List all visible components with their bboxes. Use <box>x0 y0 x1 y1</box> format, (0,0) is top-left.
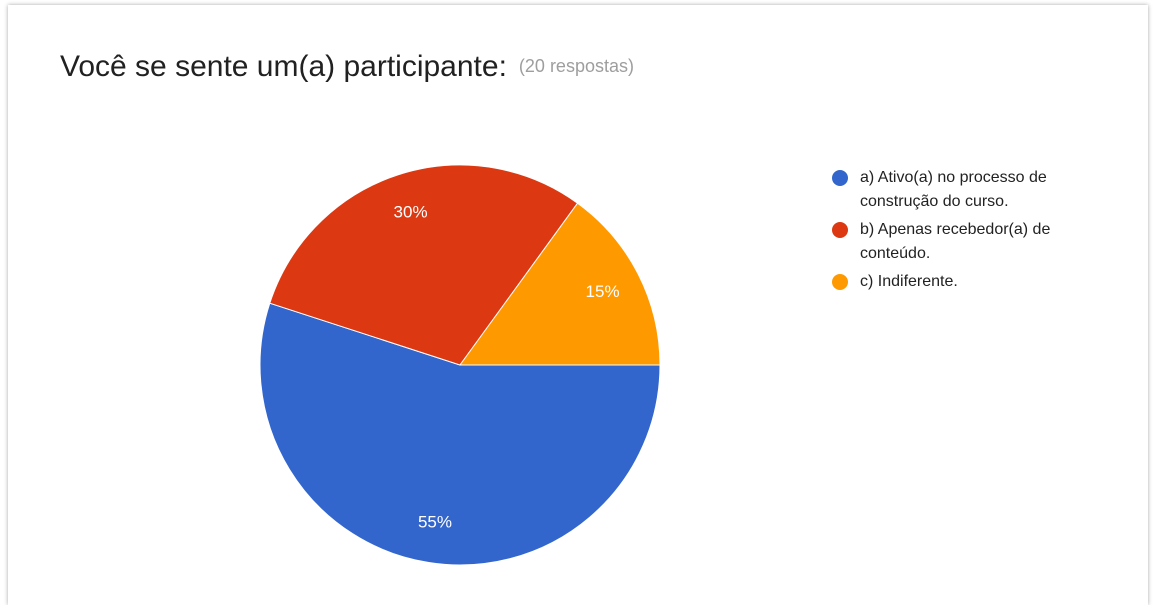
legend-swatch <box>832 274 848 290</box>
legend-swatch <box>832 222 848 238</box>
chart-title: Você se sente um(a) participante: <box>60 50 507 83</box>
slice-label: 15% <box>586 282 620 301</box>
slice-label: 30% <box>394 202 428 221</box>
chart-subtitle: (20 respostas) <box>518 56 634 76</box>
pie-slice <box>459 202 661 366</box>
pie-slice <box>259 302 661 566</box>
legend-item: c) Indiferente. <box>832 270 1122 294</box>
legend-label: b) Apenas recebedor(a) de conteúdo. <box>860 221 1051 262</box>
legend-item: a) Ativo(a) no processo de construção do… <box>832 166 1122 214</box>
legend-label: c) Indiferente. <box>860 273 958 290</box>
legend: a) Ativo(a) no processo de construção do… <box>832 166 1122 298</box>
title-row: Você se sente um(a) participante: (20 res… <box>60 50 634 84</box>
pie-slice <box>269 164 579 366</box>
legend-swatch <box>832 170 848 186</box>
legend-item: b) Apenas recebedor(a) de conteúdo. <box>832 218 1122 266</box>
legend-label: a) Ativo(a) no processo de construção do… <box>860 169 1047 210</box>
slice-label: 55% <box>418 513 452 532</box>
